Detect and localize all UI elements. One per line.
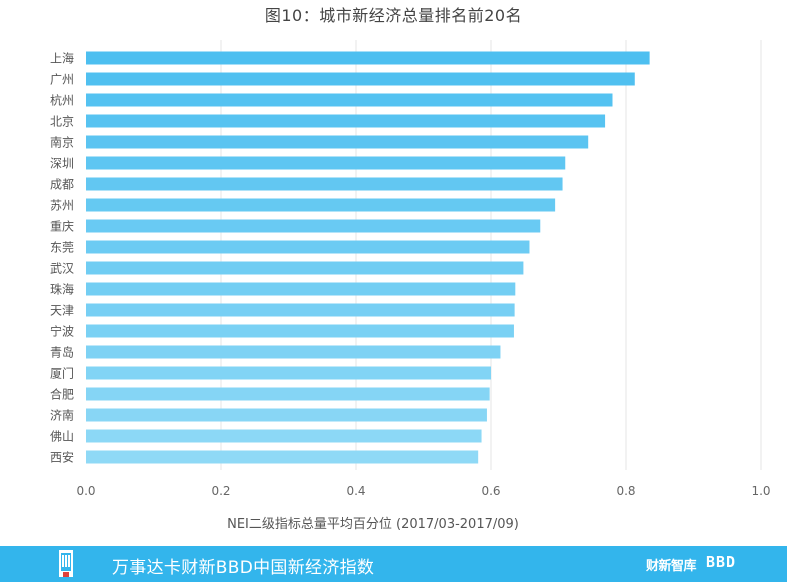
category-label: 济南 — [50, 408, 74, 423]
bar — [86, 72, 635, 86]
caixin-think-tank-logo: 财新智库 — [646, 559, 697, 574]
x-axis-label: NEI二级指标总量平均百分位 (2017/03-2017/09) — [227, 517, 519, 532]
bar-layer — [86, 51, 650, 464]
bar — [86, 408, 487, 422]
x-tick-label: 0.8 — [616, 484, 635, 498]
category-label: 东莞 — [50, 241, 74, 255]
x-tick-label: 0.4 — [346, 484, 365, 498]
bar — [86, 261, 524, 275]
bar — [86, 114, 606, 128]
x-tick-label: 1.0 — [751, 484, 770, 498]
bar — [86, 198, 556, 212]
bar — [86, 450, 479, 464]
category-label: 合肥 — [50, 387, 74, 402]
category-label: 上海 — [50, 51, 74, 66]
category-label: 深圳 — [50, 157, 74, 171]
building-logo-icon — [59, 550, 73, 577]
x-tick-label: 0.0 — [76, 484, 95, 498]
bar — [86, 282, 516, 296]
bbd-logo: BBD — [706, 553, 737, 571]
category-label: 佛山 — [50, 430, 74, 444]
bar — [86, 429, 482, 443]
bar — [86, 324, 514, 338]
category-label: 苏州 — [50, 199, 74, 213]
bar — [86, 345, 501, 359]
bar — [86, 366, 491, 380]
bar — [86, 51, 650, 65]
category-label: 宁波 — [50, 324, 74, 339]
bar — [86, 135, 589, 149]
category-label: 西安 — [50, 450, 74, 465]
footer-title: 万事达卡财新BBD中国新经济指数 — [112, 558, 375, 578]
footer-bar: 万事达卡财新BBD中国新经济指数 财新智库 BBD — [0, 546, 787, 582]
bar — [86, 219, 541, 233]
category-label: 杭州 — [50, 93, 74, 108]
x-tick-layer: 0.0 0.2 0.4 0.6 0.8 1.0 — [76, 484, 770, 498]
category-label: 珠海 — [50, 282, 74, 297]
x-tick-label: 0.2 — [211, 484, 230, 498]
bar — [86, 240, 530, 254]
bar — [86, 387, 490, 401]
category-label: 重庆 — [50, 220, 74, 234]
bar — [86, 177, 563, 191]
bar-chart: 上海广州杭州北京南京深圳成都苏州重庆东莞武汉珠海天津宁波青岛厦门合肥济南佛山西安… — [50, 40, 771, 532]
chart-title: 图10：城市新经济总量排名前20名 — [264, 6, 523, 25]
category-label: 成都 — [50, 178, 74, 192]
bar — [86, 303, 515, 317]
category-label: 武汉 — [50, 262, 74, 276]
category-label: 南京 — [50, 135, 74, 150]
category-label: 天津 — [50, 304, 74, 318]
category-label: 厦门 — [50, 366, 74, 381]
bar — [86, 156, 566, 170]
category-label: 青岛 — [50, 345, 74, 360]
category-label: 广州 — [50, 73, 74, 87]
x-tick-label: 0.6 — [481, 484, 500, 498]
category-label: 北京 — [50, 115, 74, 129]
bar — [86, 93, 613, 107]
